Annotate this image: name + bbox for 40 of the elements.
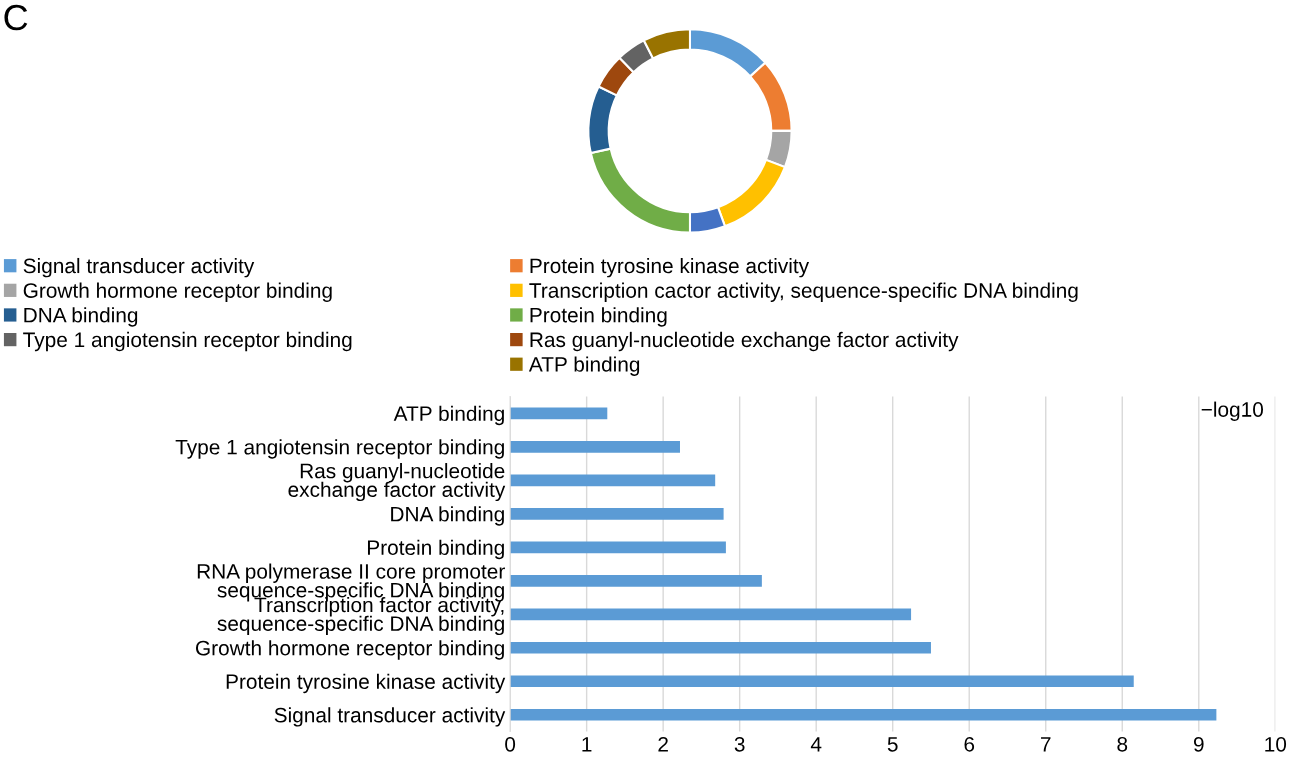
x-tick-label: 0 <box>505 736 516 752</box>
x-tick-label: 1 <box>582 737 592 752</box>
text: C <box>4 4 28 31</box>
y-tick-label: Ras guanyl-nucleotide exchange factor activity <box>288 463 506 502</box>
y-tick-label: DNA binding <box>391 506 504 526</box>
y-tick-label: Protein binding <box>367 539 504 560</box>
bar <box>510 708 1217 721</box>
y-tick-label: Type 1 angiotensin receptor binding <box>175 439 504 459</box>
y-tick-label: ATP binding <box>393 405 504 426</box>
bar <box>510 574 762 587</box>
x-tick-label: 8 <box>1117 736 1128 752</box>
bar <box>510 541 726 554</box>
annotation: −log10 <box>1201 401 1264 421</box>
bar <box>510 641 931 654</box>
y-tick-label: Protein tyrosine kinase activity <box>226 673 506 694</box>
legend-label: DNA binding <box>24 307 138 327</box>
legend-label: Growth hormone receptor binding <box>23 282 332 302</box>
x-tick-label: 9 <box>1193 736 1204 752</box>
bar <box>510 440 680 453</box>
x-tick-label: 3 <box>734 736 745 752</box>
x-tick-label: 2 <box>658 736 668 752</box>
legend-label: Protein tyrosine kinase activity <box>530 257 810 278</box>
legend-label: Protein binding <box>530 307 667 327</box>
legend-label: ATP binding <box>528 356 640 376</box>
legend-label: Type 1 angiotensin receptor binding <box>23 331 352 352</box>
bar <box>510 675 1134 688</box>
legend-label: Transcription cactor activity, sequence-specific DNA binding <box>529 282 1078 302</box>
bar <box>510 608 912 621</box>
x-tick-label: 6 <box>964 736 975 752</box>
x-tick-label: 7 <box>1041 737 1051 752</box>
bar <box>510 407 608 420</box>
y-tick-label: Growth hormone receptor binding <box>195 640 504 660</box>
x-tick-label: 5 <box>887 737 898 752</box>
legend-label: Ras guanyl-nucleotide exchange factor activity <box>530 331 959 352</box>
bar <box>510 474 716 487</box>
y-tick-label: Signal transducer activity <box>274 707 506 727</box>
legend-label: Signal transducer activity <box>23 257 255 278</box>
bar <box>510 507 724 520</box>
x-tick-label: 10 <box>1265 736 1287 752</box>
x-tick-label: 4 <box>810 737 822 752</box>
